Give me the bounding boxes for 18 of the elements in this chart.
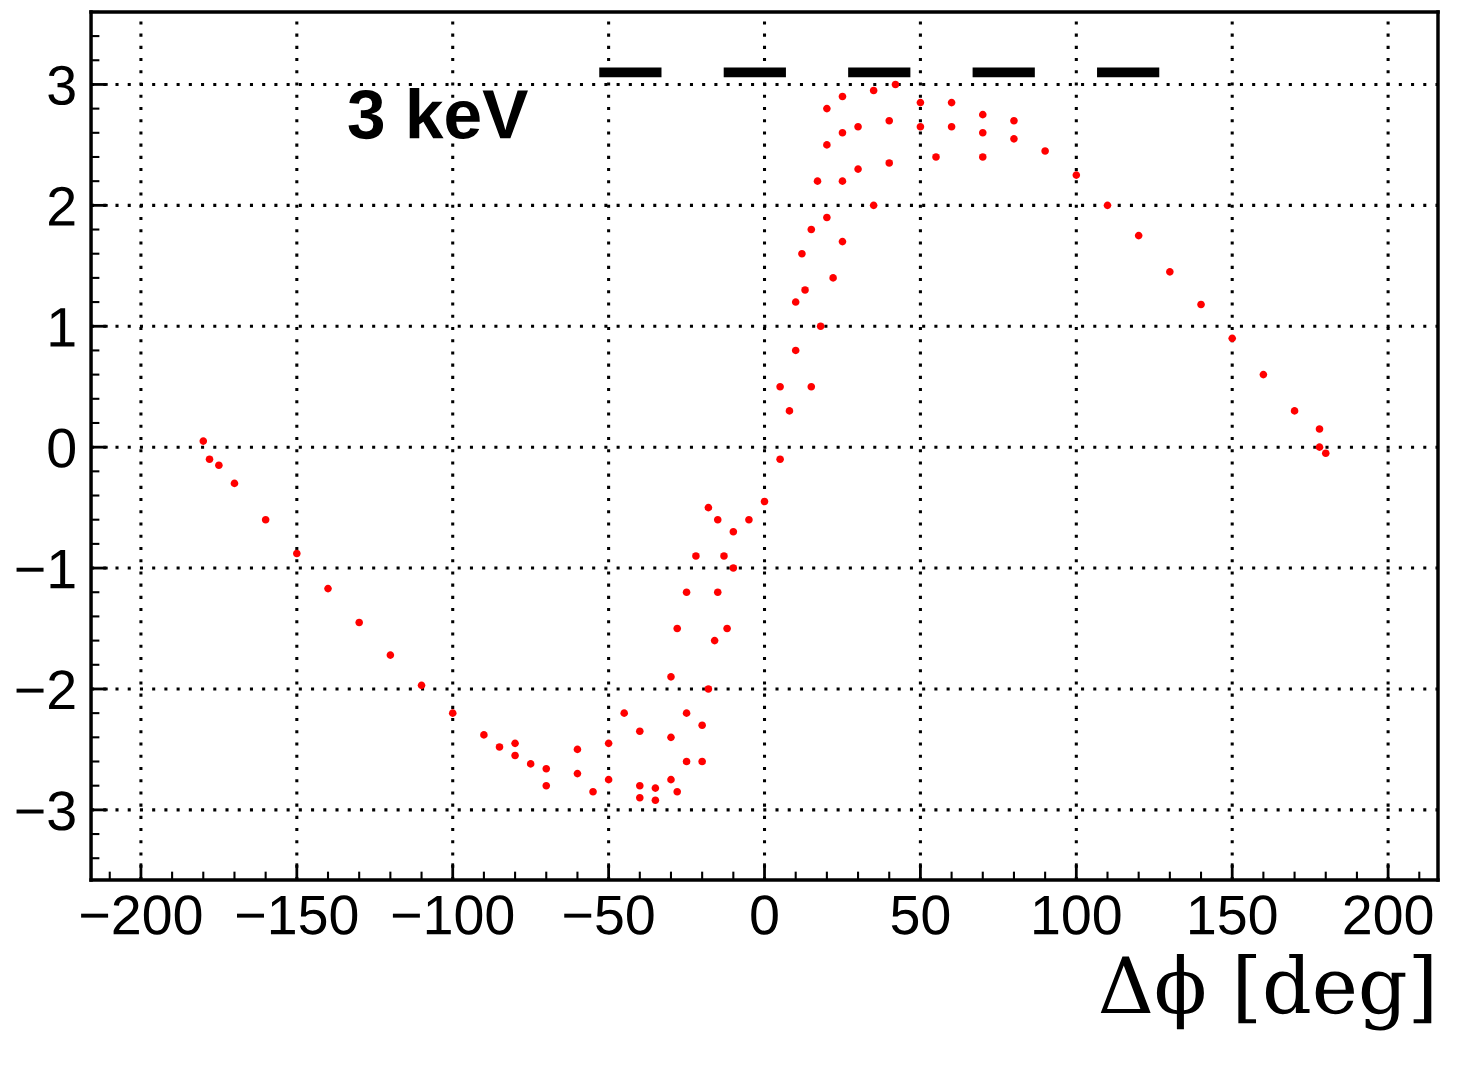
x-tick-label: 150 [1190,895,1277,935]
x-tick-label: 200 [1344,895,1433,935]
x-tick-label: −50 [564,895,654,935]
annotation: 3 keV [348,88,528,140]
y-tick-label: 0 [48,428,75,468]
y-tick-label: −1 [16,549,75,589]
y-tick-label: 1 [50,308,75,347]
x-tick-label: 0 [751,895,778,935]
x-axis-title: Δϕ [deg] [1100,954,1432,1031]
y-tick-label: 3 [48,65,75,106]
y-tick-label: 2 [49,186,75,226]
x-tick-label: −100 [392,895,514,935]
y-tick-label: −2 [16,670,75,710]
x-tick-label: 100 [1034,895,1121,935]
x-tick-label: −150 [237,895,358,935]
x-tick-label: 50 [891,895,950,935]
y-tick-label: −3 [16,791,75,831]
x-tick-label: −200 [81,895,202,935]
